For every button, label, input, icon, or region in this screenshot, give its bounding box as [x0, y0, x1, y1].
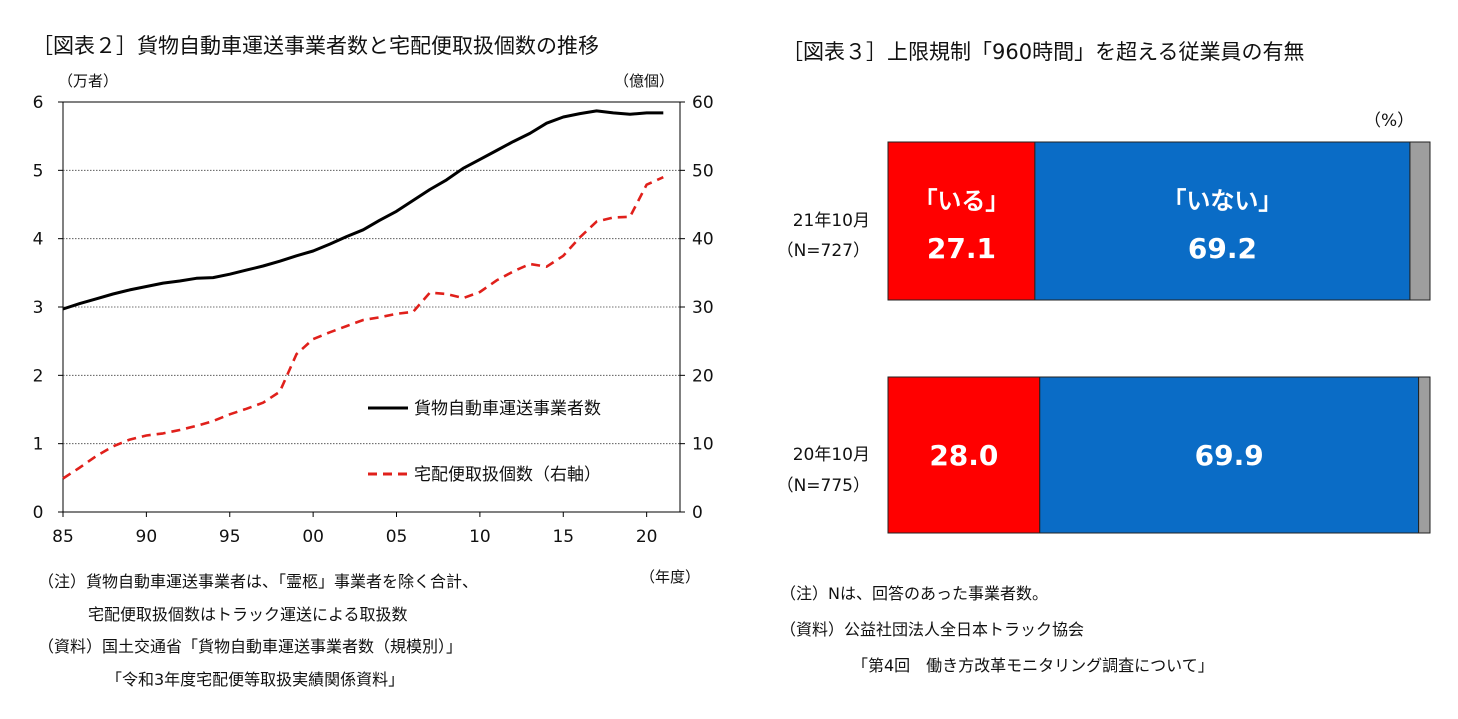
- x-tick-label: 10: [469, 527, 491, 547]
- x-tick-label: 05: [386, 527, 408, 547]
- y-left-tick-label: 4: [33, 230, 44, 250]
- bar-category-label-0: 21年10月: [792, 211, 870, 231]
- y-right-tick-label: 60: [692, 93, 714, 113]
- fig3-source-line2: 「第4回 働き方改革モニタリング調査について」: [852, 656, 1214, 675]
- bar-segment-1-0: [887, 376, 1041, 534]
- y-right-tick-label: 40: [692, 230, 714, 250]
- legend-label-0: 貨物自動車運送事業者数: [414, 399, 601, 419]
- y-right-tick-label: 50: [692, 161, 714, 181]
- bar-segment-1-1: [1039, 376, 1420, 534]
- fig2-note-line2: 宅配便取扱個数はトラック運送による取扱数: [88, 605, 408, 624]
- x-tick-label: 85: [52, 527, 74, 547]
- bar-value-label-1-0: 28.0: [929, 439, 998, 472]
- y-left-tick-label: 6: [33, 93, 44, 113]
- x-tick-label: 15: [552, 527, 574, 547]
- fig3-unit: （%）: [1364, 111, 1415, 131]
- x-tick-label: 00: [302, 527, 324, 547]
- y-left-tick-label: 3: [33, 298, 44, 318]
- fig2-x-unit: （年度）: [640, 568, 701, 586]
- y-right-tick-label: 30: [692, 298, 714, 318]
- y-left-tick-label: 0: [33, 503, 44, 523]
- bar-segment-0-2: [1409, 141, 1431, 301]
- bar-category-sublabel-1: （N=775）: [776, 476, 870, 496]
- x-tick-label: 95: [219, 527, 241, 547]
- y-left-tick-label: 1: [33, 435, 44, 455]
- y-left-tick-label: 2: [33, 366, 44, 386]
- y-right-tick-label: 0: [692, 503, 703, 523]
- bar-value-label-0-1: 69.2: [1188, 232, 1257, 265]
- y-right-tick-label: 10: [692, 435, 714, 455]
- bar-segment-0-0: [887, 141, 1036, 301]
- bar-category-sublabel-0: （N=727）: [776, 241, 870, 261]
- bar-segment-1-2: [1418, 376, 1431, 534]
- bar-value-label-1-1: 69.9: [1195, 439, 1264, 472]
- fig3-source-line1: （資料）公益社団法人全日本トラック協会: [780, 620, 1085, 639]
- fig3-title: ［図表３］上限規制「960時間」を超える従業員の有無: [782, 40, 1305, 64]
- y-right-tick-label: 20: [692, 366, 714, 386]
- series-line-operators: [62, 109, 664, 311]
- legend-label-1: 宅配便取扱個数（右軸）: [414, 465, 601, 485]
- bar-category-label-1: 20年10月: [792, 445, 870, 465]
- fig2-right-unit: （億個）: [614, 72, 675, 90]
- fig2-title: ［図表２］貨物自動車運送事業者数と宅配便取扱個数の推移: [32, 34, 599, 58]
- bar-header-label-1: 「いない」: [1162, 187, 1282, 215]
- fig2-source-line2: 「令和3年度宅配便等取扱実績関係資料」: [106, 670, 405, 689]
- bar-value-label-0-0: 27.1: [927, 232, 996, 265]
- fig2-note-line1: （注）貨物自動車運送事業者は、「霊柩」事業者を除く合計、: [38, 572, 479, 591]
- bar-segment-0-1: [1034, 141, 1411, 301]
- x-tick-label: 90: [136, 527, 158, 547]
- x-tick-label: 20: [636, 527, 658, 547]
- fig2-left-unit: （万者）: [58, 72, 119, 90]
- fig2-source-line1: （資料）国土交通省「貨物自動車運送事業者数（規模別）」: [38, 637, 463, 656]
- series-line-parcels: [62, 176, 664, 480]
- plot-frame: [62, 101, 681, 513]
- y-left-tick-label: 5: [33, 161, 44, 181]
- bar-header-label-0: 「いる」: [913, 187, 1009, 215]
- fig3-note: （注）Nは、回答のあった事業者数。: [780, 584, 1048, 603]
